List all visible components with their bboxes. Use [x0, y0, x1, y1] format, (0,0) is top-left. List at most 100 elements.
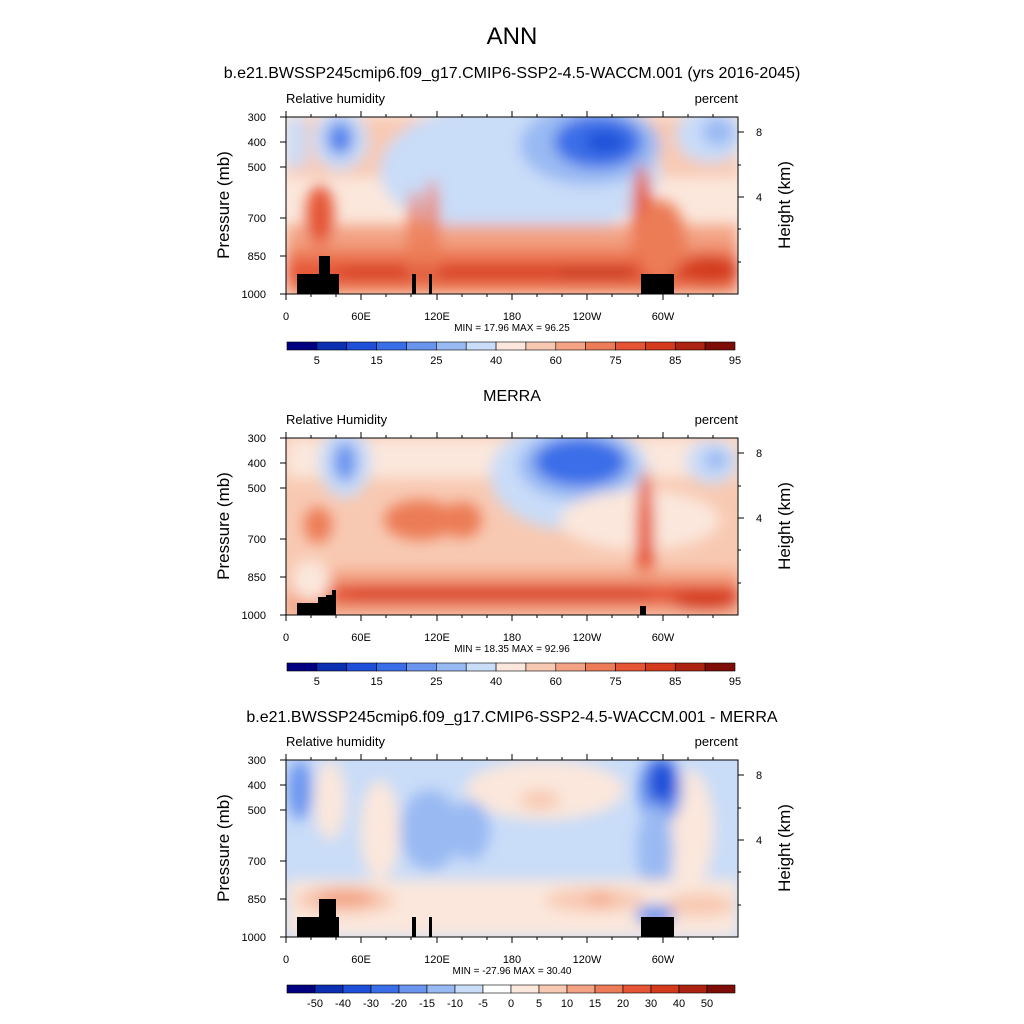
colorbar-box — [454, 984, 484, 994]
colorbar-label: 40 — [490, 355, 502, 367]
y2-axis: Height (km) 8 4 — [756, 448, 794, 570]
colorbar-label: -50 — [307, 998, 323, 1010]
y-axis: Pressure (mb) 300 400 500 700 850 1000 — [214, 755, 266, 944]
x-tick-label: 0 — [283, 311, 289, 323]
y2-tick-label: 4 — [756, 513, 762, 525]
y-tick-label: 400 — [248, 137, 266, 149]
x-tick-label: 120W — [573, 311, 602, 323]
x-axis: 0 60E 120E 180 120W 60W — [283, 954, 675, 966]
y-tick-label: 700 — [248, 856, 266, 868]
contour-field — [286, 438, 738, 615]
y-tick-label: 700 — [248, 213, 266, 225]
colorbar-box — [674, 341, 706, 351]
panel-obs: MERRA Relative Humidity percent — [214, 388, 794, 688]
panel-diff: b.e21.BWSSP245cmip6.f09_g17.CMIP6-SSP2-4… — [214, 709, 794, 1010]
x-tick-label: 120W — [573, 632, 602, 644]
x-tick-label: 60E — [351, 954, 371, 966]
colorbar-box — [585, 662, 616, 672]
colorbar-label: -5 — [478, 998, 488, 1010]
y-tick-label: 850 — [248, 894, 266, 906]
y2-axis-label: Height (km) — [775, 482, 794, 570]
units-label: percent — [695, 91, 739, 106]
colorbar-label: 15 — [370, 676, 382, 688]
colorbar-box — [525, 341, 557, 351]
x-tick-label: 180 — [503, 311, 521, 323]
colorbar-box — [346, 662, 377, 672]
colorbar-box — [538, 984, 568, 994]
x-tick-label: 0 — [283, 954, 289, 966]
variable-label: Relative humidity — [286, 734, 385, 749]
variable-label: Relative Humidity — [286, 412, 388, 427]
y-axis: Pressure (mb) 300 400 500 700 850 1000 — [214, 112, 266, 301]
contour-field — [286, 117, 738, 294]
y-tick-label: 500 — [248, 483, 266, 495]
colorbar-box — [555, 662, 586, 672]
colorbar-box — [376, 662, 407, 672]
colorbar-label: 85 — [669, 355, 681, 367]
colorbar-label: 30 — [645, 998, 657, 1010]
colorbar-box — [286, 662, 318, 672]
figure-title: ANN — [487, 23, 538, 50]
x-tick-label: 0 — [283, 632, 289, 644]
colorbar-box — [495, 662, 527, 672]
y-tick-label: 700 — [248, 534, 266, 546]
colorbar-box — [585, 341, 616, 351]
colorbar-label: 15 — [589, 998, 601, 1010]
colorbar-label: 95 — [729, 355, 741, 367]
y-axis-label: Pressure (mb) — [214, 794, 233, 902]
colorbar-box — [678, 984, 708, 994]
colorbar-box — [398, 984, 428, 994]
colorbar-box — [465, 341, 497, 351]
y2-axis-label: Height (km) — [775, 804, 794, 892]
colorbar-box — [510, 984, 540, 994]
colorbar-box — [645, 662, 676, 672]
units-label: percent — [695, 412, 739, 427]
panel-title: MERRA — [483, 388, 541, 405]
colorbar-label: -30 — [363, 998, 379, 1010]
colorbar-label: 75 — [609, 676, 621, 688]
colorbar-box — [594, 984, 624, 994]
colorbar-box — [316, 662, 348, 672]
colorbar-label: -40 — [335, 998, 351, 1010]
colorbar-box — [426, 984, 456, 994]
x-tick-label: 120E — [424, 311, 450, 323]
colorbar-label: 20 — [617, 998, 629, 1010]
colorbar-label: 5 — [314, 355, 320, 367]
x-tick-label: 60E — [351, 632, 371, 644]
colorbar-box — [286, 341, 318, 351]
y-tick-label: 400 — [248, 780, 266, 792]
y-tick-label: 1000 — [242, 289, 266, 301]
panel-model: b.e21.BWSSP245cmip6.f09_g17.CMIP6-SSP2-4… — [214, 65, 800, 367]
colorbar-label: 95 — [729, 676, 741, 688]
y-tick-label: 1000 — [242, 610, 266, 622]
colorbar-box — [615, 341, 646, 351]
x-tick-label: 180 — [503, 954, 521, 966]
colorbar-box — [342, 984, 372, 994]
y-tick-label: 300 — [248, 433, 266, 445]
x-tick-label: 60W — [652, 632, 675, 644]
panel-title: b.e21.BWSSP245cmip6.f09_g17.CMIP6-SSP2-4… — [224, 65, 801, 82]
y-tick-label: 500 — [248, 162, 266, 174]
colorbar-label: 25 — [430, 355, 442, 367]
colorbar: -50 -40 -30 -20 -15 -10 -5 0 5 10 15 20 30 40 50 — [286, 984, 736, 1010]
colorbar-box — [376, 341, 407, 351]
colorbar-box — [525, 662, 557, 672]
colorbar-box — [346, 341, 377, 351]
colorbar-box — [495, 341, 527, 351]
y2-tick-label: 4 — [756, 192, 762, 204]
colorbar-box — [650, 984, 680, 994]
units-label: percent — [695, 734, 739, 749]
colorbar-label: 5 — [536, 998, 542, 1010]
colorbar-box — [566, 984, 596, 994]
colorbar-box — [406, 341, 437, 351]
colorbar-label: 25 — [430, 676, 442, 688]
colorbar-box — [615, 662, 646, 672]
x-tick-label: 120E — [424, 954, 450, 966]
colorbar-box — [704, 341, 736, 351]
y2-tick-label: 8 — [756, 770, 762, 782]
y-tick-label: 1000 — [242, 932, 266, 944]
y2-tick-label: 8 — [756, 127, 762, 139]
y2-axis: Height (km) 8 4 — [756, 770, 794, 892]
colorbar: 5 15 25 40 60 75 85 95 — [286, 341, 741, 367]
colorbar-box — [482, 984, 512, 994]
